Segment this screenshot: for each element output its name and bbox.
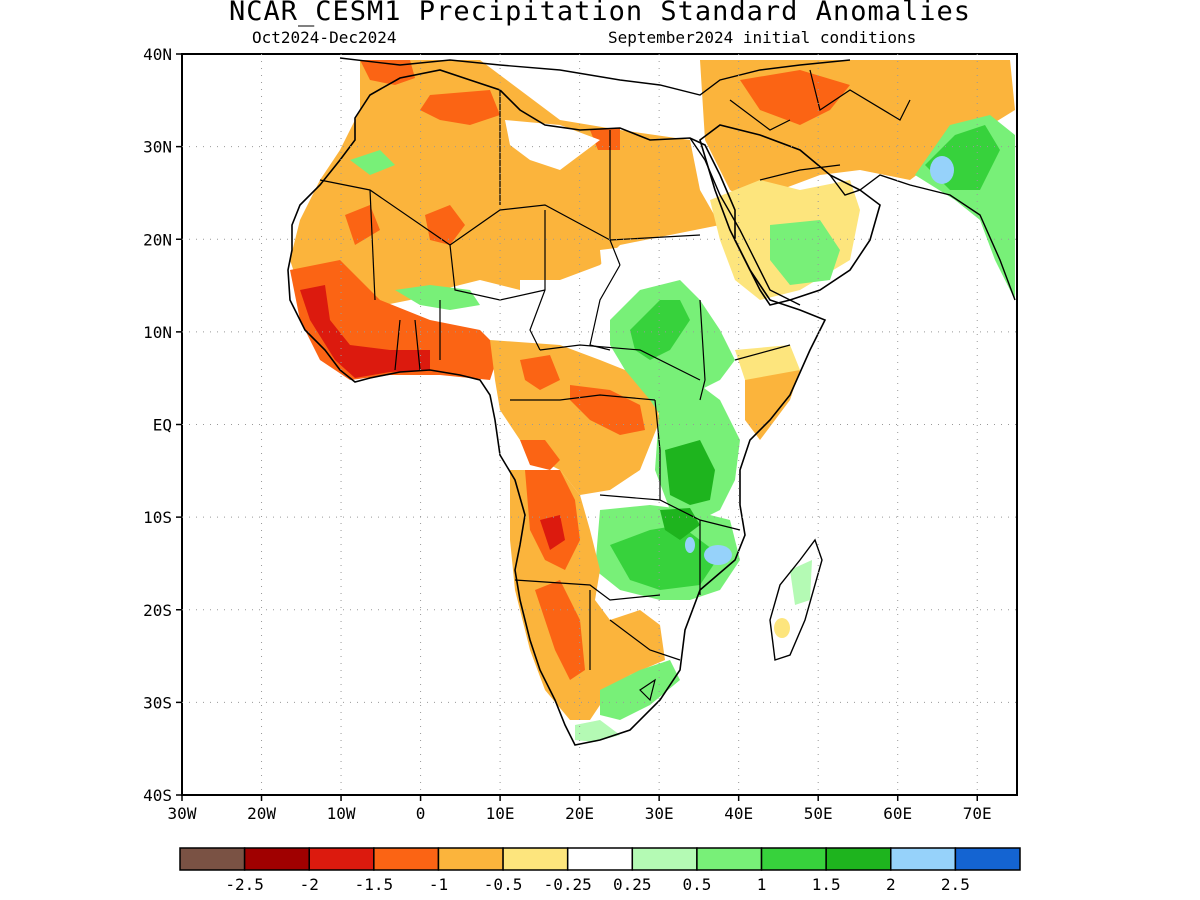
lat-tick-label: 30S: [143, 693, 172, 712]
colorbar-label: -2.5: [225, 875, 264, 894]
colorbar-swatch: [954, 847, 1021, 871]
persian-gulf-coast: [829, 174, 1016, 301]
colorbar-swatch: [760, 847, 827, 871]
lon-tick-label: 10W: [327, 804, 356, 823]
map-title: NCAR_CESM1 Precipitation Standard Anomal…: [229, 0, 971, 27]
anomaly-fill-egypt-dry: [590, 128, 620, 150]
red-sea-coast: [689, 137, 801, 306]
colorbar-swatch: [243, 847, 310, 871]
colorbar-swatch: [179, 847, 246, 871]
colorbar-label: -0.25: [544, 875, 592, 894]
lat-tick-label: 10N: [143, 323, 172, 342]
colorbar-swatch: [502, 847, 569, 871]
anomaly-fill-malawi-peak: [685, 537, 695, 553]
colorbar-swatch: [890, 847, 957, 871]
lat-tick-label: 40S: [143, 786, 172, 805]
lon-tick-label: 20E: [565, 804, 594, 823]
colorbar-swatch: [696, 847, 763, 871]
arabia-coastline: [699, 124, 881, 306]
anomaly-fill-india-peak: [930, 156, 954, 184]
colorbar-label: 0.25: [613, 875, 652, 894]
colorbar-label: -1.5: [355, 875, 394, 894]
map-field: [287, 57, 1016, 746]
anomaly-fill-algeria-dry: [420, 90, 500, 125]
lat-tick-label: 20N: [143, 230, 172, 249]
europe-coastline: [339, 57, 851, 96]
lon-tick-label: 50E: [804, 804, 833, 823]
lat-tick-label: 40N: [143, 45, 172, 64]
lat-tick-label: 30N: [143, 138, 172, 157]
anomaly-fill-sahel-wet: [395, 285, 480, 310]
anomaly-fill-senegal-wet: [350, 150, 395, 175]
colorbar: -2.5 -2 -1.5 -1 -0.5 -0.25 0.25 0.5 1 1.5 2 2.5: [179, 847, 1021, 894]
colorbar-label: 1.5: [812, 875, 841, 894]
anomaly-fill-maghreb-dry: [360, 60, 415, 85]
anomaly-fill-somalia: [745, 370, 800, 440]
lon-tick-label: 20W: [247, 804, 276, 823]
colorbar-swatch: [566, 847, 634, 871]
lon-tick-label: 60E: [883, 804, 912, 823]
colorbar-label: 2: [886, 875, 896, 894]
anomaly-fill-malawi-strong: [660, 508, 700, 540]
colorbar-label: 1: [757, 875, 767, 894]
colorbar-label: 2.5: [941, 875, 970, 894]
anomaly-fill-chad-neutral: [520, 280, 600, 345]
lat-tick-label: 10S: [143, 508, 172, 527]
forecast-period: Oct2024-Dec2024: [252, 28, 397, 47]
anomaly-fill-arabia-wet: [770, 220, 840, 285]
anomaly-fill-car-dry: [570, 385, 645, 435]
lon-tick-label: 70E: [963, 804, 992, 823]
anomaly-fill-ethiopia-strong: [630, 300, 690, 360]
lon-tick-label: 30W: [168, 804, 197, 823]
anomaly-fill-cape-wet: [575, 720, 620, 742]
lon-tick-label: 10E: [486, 804, 515, 823]
anomaly-fill-tanzania-strong: [665, 440, 715, 505]
colorbar-label: -0.5: [484, 875, 523, 894]
lat-tick-label: 20S: [143, 601, 172, 620]
anomaly-fill-angola-strong: [540, 515, 565, 550]
coastline: [287, 69, 827, 746]
anomaly-fill-madagascar-dry: [774, 618, 790, 638]
anomaly-fill-madagascar-wet: [790, 560, 812, 605]
anomaly-fill-horn-neutral: [735, 345, 800, 380]
madagascar-coastline: [769, 538, 823, 661]
lat-tick-label: EQ: [153, 416, 172, 435]
colorbar-swatch: [631, 847, 698, 871]
lon-tick-label: 30E: [645, 804, 674, 823]
anomaly-fill-mozambique-peak: [704, 545, 732, 565]
anomaly-fill-south-sudan-dry: [520, 355, 560, 390]
anomaly-fill-ethiopia-wet: [610, 280, 735, 430]
lon-tick-label: 40E: [724, 804, 753, 823]
lon-tick-label: 0: [416, 804, 426, 823]
anomaly-fill-congo-dry: [520, 440, 560, 470]
colorbar-swatch: [437, 847, 504, 871]
colorbar-label: 0.5: [682, 875, 711, 894]
longitude-axis: 30W 20W 10W 0 10E 20E 30E 40E 50E 60E 70E: [168, 795, 992, 823]
anomaly-fill-guinea-coast-strong: [300, 285, 430, 378]
colorbar-swatch: [373, 847, 440, 871]
colorbar-swatch: [308, 847, 375, 871]
latitude-axis: 40N 30N 20N 10N EQ 10S 20S 30S 40S: [143, 45, 182, 805]
colorbar-swatch: [825, 847, 892, 871]
colorbar-label: -1: [429, 875, 448, 894]
initial-conditions: September2024 initial conditions: [608, 28, 917, 47]
anomaly-fill-levant-dry: [740, 70, 850, 125]
anomaly-fill-libya-neutral: [505, 120, 600, 170]
colorbar-label: -2: [300, 875, 319, 894]
country-borders: [319, 69, 911, 702]
anomaly-fill-namibia-dry: [535, 580, 585, 680]
